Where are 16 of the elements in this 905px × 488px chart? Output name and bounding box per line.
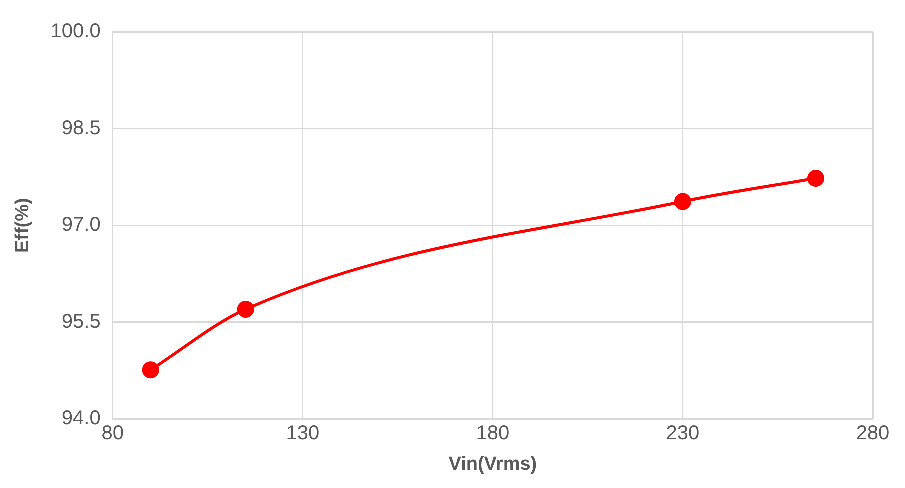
- y-tick-label: 95.5: [62, 310, 101, 333]
- y-tick-label: 100.0: [50, 20, 101, 43]
- y-tick-label: 98.5: [62, 117, 101, 140]
- point: [237, 300, 254, 318]
- x-tick-label: 230: [666, 422, 700, 445]
- point: [807, 170, 824, 187]
- x-tick-label: 180: [476, 422, 510, 445]
- x-axis-title: Vin(Vrms): [448, 454, 538, 475]
- y-tick-label: 97.0: [62, 214, 101, 236]
- point: [674, 193, 692, 210]
- x-tick-label: 80: [102, 422, 124, 445]
- x-tick-label: 130: [286, 422, 320, 445]
- x-tick-label: 280: [856, 422, 890, 445]
- point: [142, 362, 160, 379]
- y-tick-label: 94.0: [62, 408, 101, 430]
- y-axis-title: Eff(%): [12, 198, 34, 254]
